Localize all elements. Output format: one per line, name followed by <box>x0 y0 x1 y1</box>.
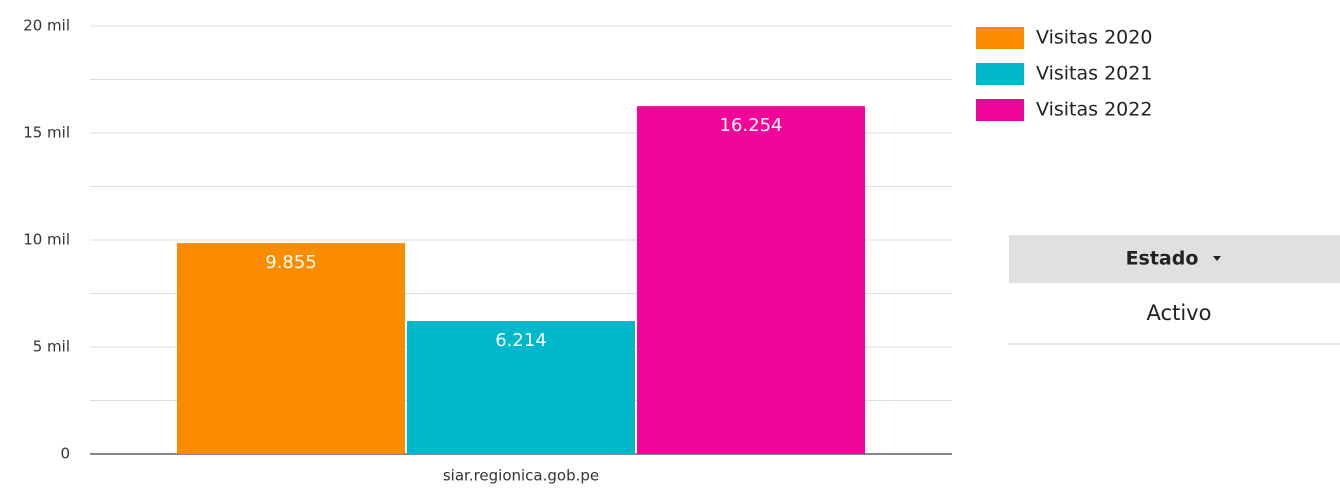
legend-swatch <box>976 99 1024 121</box>
y-tick-label: 10 mil <box>23 231 70 249</box>
legend-swatch <box>976 63 1024 85</box>
legend-label: Visitas 2020 <box>1036 27 1152 49</box>
filter-value[interactable]: Activo <box>1147 301 1212 325</box>
filter-header[interactable] <box>1009 235 1340 283</box>
bar <box>177 243 405 454</box>
value-label: 9.855 <box>265 252 317 273</box>
legend-label: Visitas 2022 <box>1036 99 1152 121</box>
bar <box>637 106 865 454</box>
value-label: 6.214 <box>495 330 547 351</box>
x-tick-label: siar.regionica.gob.pe <box>443 467 599 485</box>
bar <box>407 321 635 454</box>
y-tick-label: 20 mil <box>23 17 70 35</box>
filter-label[interactable]: Estado <box>1126 248 1199 270</box>
legend-swatch <box>976 27 1024 49</box>
y-tick-label: 15 mil <box>23 124 70 142</box>
y-tick-label: 0 <box>60 445 70 463</box>
y-tick-label: 5 mil <box>33 338 70 356</box>
dropdown-arrow[interactable] <box>1213 256 1221 261</box>
value-label: 16.254 <box>720 115 783 136</box>
legend-label: Visitas 2021 <box>1036 63 1152 85</box>
